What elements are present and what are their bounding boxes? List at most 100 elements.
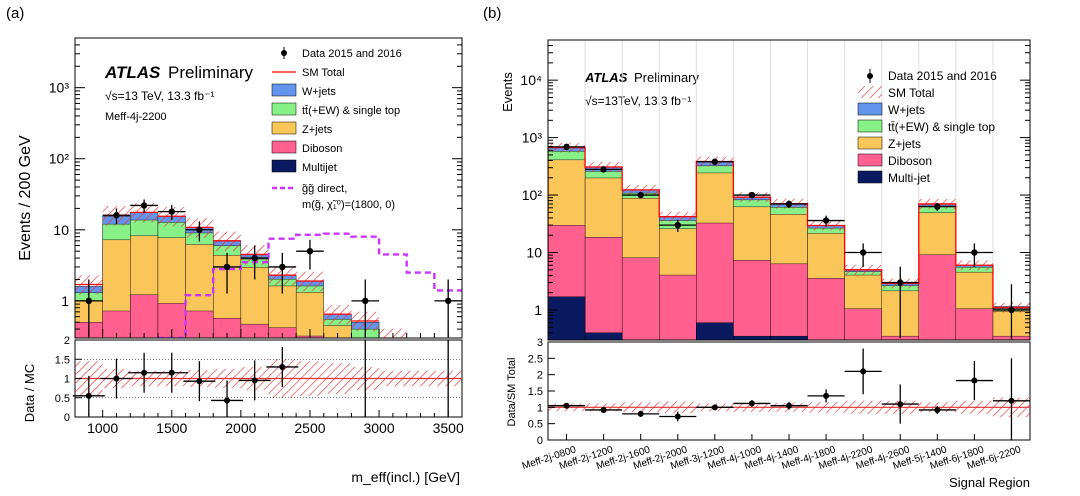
panel-a-energy: √s=13 TeV, 13.3 fb⁻¹ <box>105 89 214 103</box>
panel-b-ratio-point <box>637 410 644 417</box>
panel-a-xtick-label: 3500 <box>433 420 464 436</box>
panel-b-data-point <box>711 158 719 165</box>
legend-a-swatch <box>271 140 297 154</box>
panel-a-xlabel: m_eff(incl.) [GeV] <box>351 469 460 485</box>
legend-b-swatch <box>857 170 883 184</box>
panel-b-bar-diboson <box>659 274 697 340</box>
legend-a-sm-label: SM Total <box>302 67 345 79</box>
panel-b-bar-diboson <box>807 278 845 340</box>
legend-a-label: Z+jets <box>302 124 333 136</box>
panel-b-data-point <box>934 203 941 210</box>
panel-a-ytick-label: 1 <box>61 293 69 309</box>
panel-b-ratio-ytick-label: 0.5 <box>528 419 543 431</box>
legend-b-label: tt̄(+EW) & single top <box>888 120 995 134</box>
panel-b-xlabel: Signal Region <box>949 475 1030 490</box>
legend-b-sm-label: SM Total <box>888 86 934 100</box>
panel-a-ratio-ytick-label: 1.5 <box>55 354 70 366</box>
panel-b-ratio-ylabel: Data/SM Total <box>506 358 518 427</box>
panel-b-ratio-point <box>934 406 941 413</box>
panel-b-bar-multijet <box>733 335 771 340</box>
panel-a-bar-diboson <box>130 294 159 338</box>
panel-a-bar-diboson <box>268 327 297 338</box>
panel-a-ytick-label: 10 <box>53 222 69 238</box>
panel-b-ratio-band <box>807 402 845 413</box>
panel-a-ratio-ytick-label: 1 <box>64 374 70 386</box>
panel-a-data-point <box>251 254 258 262</box>
panel-a-xtick-label: 2500 <box>294 420 325 436</box>
panel-a-ratio-band <box>296 361 324 396</box>
legend-a-signal-label: g̃g̃ direct, <box>302 183 347 195</box>
panel-b-bar-diboson <box>621 257 660 340</box>
panel-b-ratio-ytick-label: 0 <box>537 435 543 447</box>
panel-a-ratio-ytick-label: 2 <box>64 335 70 347</box>
panel-b-plot-area <box>548 40 1030 340</box>
panel-b-ratio-ytick-label: 2.5 <box>528 353 543 365</box>
panel-b-ratio-point <box>563 402 570 409</box>
panel-a-ratio-ylabel: Data / MC <box>22 364 37 423</box>
panel-b-atlas: ATLAS <box>584 70 628 85</box>
panel-b-legend: Data 2015 and 2016 SM Total W+jets tt̄(+EW)… <box>857 69 997 185</box>
panel-b-ratio-frame <box>547 341 1031 441</box>
panel-b-ytick-label: 1 <box>534 302 542 318</box>
panel-a-data-point <box>362 297 369 305</box>
legend-a-label: Multijet <box>302 162 337 174</box>
panel-a-ratio-band <box>323 363 352 394</box>
panel-a-data-point <box>85 297 93 305</box>
panel-b-ratio-point <box>600 406 607 413</box>
panel-a-data-point <box>113 212 120 219</box>
panel-b-bar-multijet <box>584 332 623 340</box>
panel-b-ratio-ytick-label: 1 <box>537 402 543 414</box>
panel-b-ratio-point <box>786 402 792 409</box>
legend-b-label: W+jets <box>888 103 925 117</box>
panel-b-bar-multijet <box>548 296 586 340</box>
panel-a-plot-area <box>75 199 462 338</box>
panel-a-ratio-area <box>72 340 462 417</box>
panel-a-ratio-point <box>85 392 92 399</box>
panel-b-ratio-point <box>748 400 755 407</box>
panel-b-bar-multijet <box>770 335 808 340</box>
panel-b-ratio-ytick-label: 2 <box>537 370 543 382</box>
panel-a-xtick-label: 3000 <box>363 420 394 436</box>
panel-a-data-point <box>306 247 314 255</box>
panel-b-ratio-band <box>622 402 660 413</box>
panel-b-ratio-point <box>823 392 830 399</box>
panel-b-ratio-band <box>844 400 882 414</box>
panel-b-bar-diboson <box>770 263 808 340</box>
panel-b-bar-diboson <box>584 237 623 340</box>
panel-b-data-point <box>897 279 904 286</box>
panel-a-ratio-point <box>196 378 203 385</box>
panel-a-ratio-ytick-label: 0.5 <box>55 393 70 405</box>
panel-a-region: Meff-4j-2200 <box>105 111 167 123</box>
panel-b-ylabel: Events <box>500 72 515 112</box>
panel-b-bar-diboson <box>844 308 882 340</box>
panel-b-ratio-point <box>711 404 718 411</box>
panel-b-ratio-band <box>733 402 771 412</box>
panel-a-ratio-band <box>213 368 241 389</box>
legend-b-swatch <box>857 136 883 150</box>
panel-a-ratio-ytick-label: 0 <box>64 412 70 424</box>
legend-a-swatch <box>271 102 297 116</box>
panel-b-bar-diboson <box>696 222 734 340</box>
legend-b-swatch <box>857 119 883 133</box>
panel-b-data-point <box>748 191 756 199</box>
panel-b-ratio-area <box>548 348 1030 440</box>
panel-b-data-point <box>971 249 978 256</box>
panel-b-ytick-label: 10 <box>526 245 542 261</box>
panel-a-data-point <box>196 226 203 233</box>
panel-b-preliminary: Preliminary <box>634 70 700 85</box>
legend-b-sm-swatch <box>858 86 882 98</box>
panel-a-data-point <box>444 297 452 305</box>
panel-b-data-point <box>785 200 793 208</box>
panel-b-data-point <box>600 166 607 173</box>
panel-a-ratio-point <box>279 363 286 370</box>
legend-a-signal-label-2: m(g̃, χ̃₁⁰)=(1800, 0) <box>302 199 395 211</box>
panel-b-data-point <box>637 191 644 199</box>
panel-a-data-point <box>279 263 286 271</box>
legend-a-label: tt̄(+EW) & single top <box>302 105 400 117</box>
legend-a-label: Diboson <box>302 143 342 155</box>
panel-a-ratio-band <box>379 370 407 387</box>
panel-b-ytick-label: 10² <box>522 187 543 203</box>
panel-b-bar-diboson <box>955 308 994 340</box>
panel-a-ratio-point <box>224 397 231 404</box>
panel-b-ratio-point <box>971 377 978 384</box>
